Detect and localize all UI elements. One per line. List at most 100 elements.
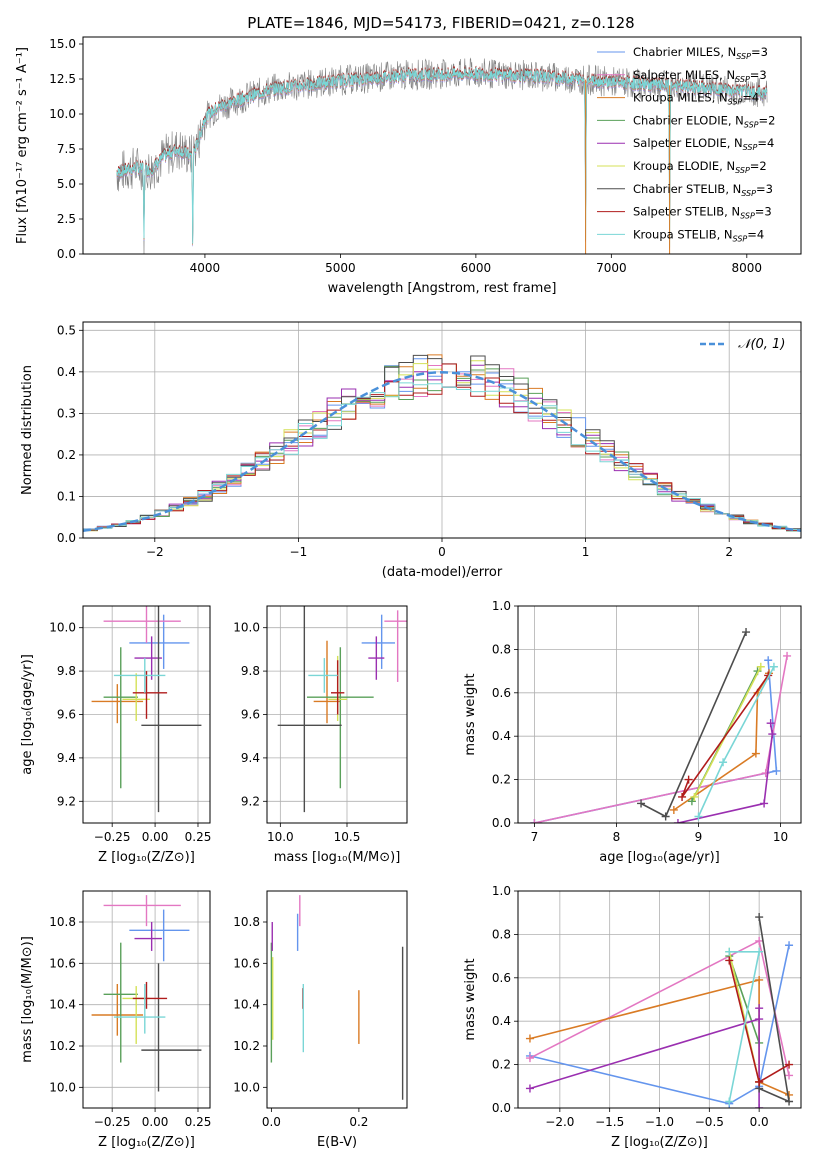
legend-entry-sub: SSP: [733, 234, 748, 243]
mass-weight-marker: [525, 1034, 534, 1043]
y-tick-label: 10.2: [49, 1039, 76, 1053]
mass-weight-marker: [687, 797, 696, 806]
mass-weight-marker: [725, 1097, 734, 1106]
y-tick-label: 0.6: [492, 686, 511, 700]
legend-entry: Kroupa MILES, NSSP=4: [633, 91, 759, 107]
legend-entry-count: =4: [747, 227, 764, 241]
y-axis-label: mass weight: [463, 958, 478, 1040]
axes-frame: [517, 605, 802, 824]
mass-weight-marker: [764, 656, 773, 665]
y-tick-label: 10.6: [233, 956, 260, 970]
x-tick-label: 5000: [325, 261, 356, 275]
mass-weight-marker: [755, 1077, 764, 1086]
x-tick-label: 4000: [190, 261, 221, 275]
y-tick-label: 10.2: [233, 1039, 260, 1053]
y-tick-label: 0.4: [492, 729, 511, 743]
y-tick-label: 9.8: [57, 664, 76, 678]
x-axis-label: wavelength [Angstrom, rest frame]: [328, 281, 557, 296]
legend-entry-count: =4: [742, 91, 759, 105]
y-tick-label: 12.5: [49, 72, 76, 86]
y-tick-label: 9.4: [241, 751, 260, 765]
legend-entry-name: Chabrier MILES, N: [633, 45, 736, 59]
legend-entry: Chabrier STELIB, NSSP=3: [633, 182, 773, 198]
x-tick-label: −0.25: [94, 1115, 131, 1129]
x-tick-label: −0.25: [94, 830, 131, 844]
x-axis-label: Z [log₁₀(Z/Z⊙)]: [98, 850, 195, 865]
mass-weight-vs-metallicity-panel: −2.0 −1.5 −1.0 −0.5 0.0 0.0 0.2 0.4 0.6 0.8 1.0 Z […: [463, 884, 802, 1150]
age-vs-mass-panel: 10.0 10.5 9.2 9.4 9.6 9.8 10.0 mass [log₁₀(M/M⊙…: [233, 605, 408, 865]
x-tick-label: 0.25: [185, 830, 212, 844]
legend-entry: 𝒩(0, 1): [738, 337, 785, 352]
x-tick-label: 0.00: [142, 830, 169, 844]
legend-entry-name: Salpeter MILES, N: [633, 68, 735, 82]
x-axis-label: E(B-V): [317, 1135, 357, 1150]
legend-entry-name: Salpeter ELODIE, N: [633, 136, 743, 150]
x-tick-label: 0.0: [750, 1115, 769, 1129]
mass-weight-marker: [525, 1084, 534, 1093]
x-tick-label: 8000: [732, 261, 763, 275]
mass-weight-marker: [755, 947, 764, 956]
legend-entry: Salpeter MILES, NSSP=3: [633, 68, 767, 84]
legend-entry-count: =3: [755, 205, 772, 219]
y-tick-label: 2.5: [57, 212, 76, 226]
mass-vs-extinction-panel: 0.0 0.2 10.0 10.2 10.4 10.6 10.8 E(B-V): [233, 890, 408, 1150]
y-tick-label: 0.2: [492, 773, 511, 787]
y-tick-label: 1.0: [492, 599, 511, 613]
residual-histogram-step: [83, 363, 801, 531]
y-axis-label: mass [log₁₀(M/M⊙)]: [20, 936, 35, 1063]
mass-weight-marker: [785, 1071, 794, 1080]
legend-entry-name: Salpeter STELIB, N: [633, 205, 740, 219]
axes-frame: [266, 605, 408, 824]
legend-entry: Salpeter ELODIE, NSSP=4: [633, 136, 774, 152]
x-tick-label: 10.0: [267, 830, 294, 844]
y-tick-label: 10.4: [49, 998, 76, 1012]
mass-vs-metallicity-panel: −0.25 0.00 0.25 10.0 10.2 10.4 10.6 10.8 Z [log₁…: [20, 890, 211, 1150]
legend-entry-name: Chabrier STELIB, N: [633, 182, 741, 196]
plot-area: [83, 354, 801, 532]
mass-weight-marker: [755, 1015, 764, 1024]
legend-entry: Chabrier MILES, NSSP=3: [633, 45, 768, 61]
x-axis-label: Z [log₁₀(Z/Z⊙)]: [611, 1135, 708, 1150]
y-tick-label: 10.0: [49, 621, 76, 635]
y-tick-label: 0.0: [492, 1101, 511, 1115]
y-axis-label: Flux [fλ10⁻¹⁷ erg cm⁻² s⁻¹ A⁻¹]: [15, 47, 30, 244]
mass-weight-marker: [783, 651, 792, 660]
residual-histogram-panel: −2 −1 0 1 2 0.0 0.1 0.2 0.3 0.4 0.5 (data-model)/er…: [20, 321, 802, 580]
legend-entry-sub: SSP: [728, 98, 743, 107]
plot-area: [530, 628, 792, 823]
mass-weight-line: [677, 723, 774, 823]
x-tick-label: −0.5: [695, 1115, 724, 1129]
mass-weight-marker: [725, 947, 734, 956]
normal-distribution-curve: [83, 371, 801, 532]
y-tick-label: 0.2: [492, 1058, 511, 1072]
mass-weight-marker: [742, 628, 751, 637]
x-tick-label: 0.00: [142, 1115, 169, 1129]
y-tick-label: 0.0: [57, 531, 76, 545]
y-tick-label: 9.2: [57, 794, 76, 808]
y-axis-label: age [log₁₀(age/yr)]: [20, 654, 35, 775]
model-spectrum-line: [116, 66, 768, 248]
y-tick-label: 0.5: [57, 323, 76, 337]
mass-weight-marker: [768, 730, 777, 739]
y-tick-label: 10.8: [233, 915, 260, 929]
x-tick-label: −1.0: [645, 1115, 674, 1129]
legend-entry-sub: SSP: [735, 166, 750, 175]
legend-entry-name: Kroupa ELODIE, N: [633, 159, 735, 173]
y-tick-label: 10.6: [49, 956, 76, 970]
residual-histogram-step: [83, 382, 801, 531]
legend-entry-count: =2: [750, 159, 767, 173]
y-tick-label: 0.0: [492, 816, 511, 830]
mass-weight-marker: [673, 819, 682, 823]
legend-entry: Chabrier ELODIE, NSSP=2: [633, 113, 775, 129]
x-tick-label: 0.2: [349, 1115, 368, 1129]
y-axis-label: mass weight: [463, 673, 478, 755]
y-tick-label: 5.0: [57, 177, 76, 191]
x-tick-label: −2: [146, 545, 164, 559]
y-tick-label: 10.0: [233, 1080, 260, 1094]
legend-entry-sub: SSP: [743, 143, 758, 152]
y-tick-label: 9.2: [241, 794, 260, 808]
mass-weight-marker: [766, 719, 775, 728]
axes-frame: [266, 890, 408, 1109]
legend-entry: Salpeter STELIB, NSSP=3: [633, 205, 772, 221]
legend-entry-count: =3: [750, 68, 767, 82]
